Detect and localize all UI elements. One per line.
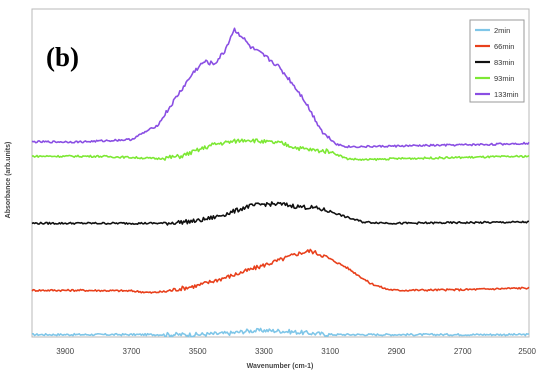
x-tick-label: 3700 — [123, 347, 141, 356]
series-line-66min — [31, 248, 530, 294]
x-tick-label: 3300 — [255, 347, 273, 356]
legend-label-2min: 2min — [494, 26, 510, 35]
series-line-2min — [31, 327, 530, 338]
series-line-133min — [31, 27, 530, 149]
x-axis-ticks: 3900 3700 3500 3300 3100 2900 2700 2500 — [56, 347, 536, 356]
legend-label-83min: 83min — [494, 58, 514, 67]
legend-label-133min: 133min — [494, 90, 519, 99]
series-layer — [31, 27, 530, 338]
x-tick-label: 3900 — [56, 347, 74, 356]
x-tick-label: 2700 — [454, 347, 472, 356]
legend-label-66min: 66min — [494, 42, 514, 51]
plot-frame — [31, 8, 530, 338]
x-tick-label: 3500 — [189, 347, 207, 356]
legend-label-93min: 93min — [494, 74, 514, 83]
x-tick-label: 2500 — [518, 347, 536, 356]
panel-label: (b) — [46, 42, 79, 72]
series-line-83min — [31, 201, 530, 226]
y-axis-title: Absorbance (arb.units) — [5, 142, 12, 219]
x-tick-label: 2900 — [388, 347, 406, 356]
legend: 2min 66min 83min 93min 133min — [469, 19, 525, 103]
x-axis-title: Wavenumber (cm-1) — [247, 363, 314, 370]
series-line-93min — [31, 138, 530, 162]
x-tick-label: 3100 — [321, 347, 339, 356]
